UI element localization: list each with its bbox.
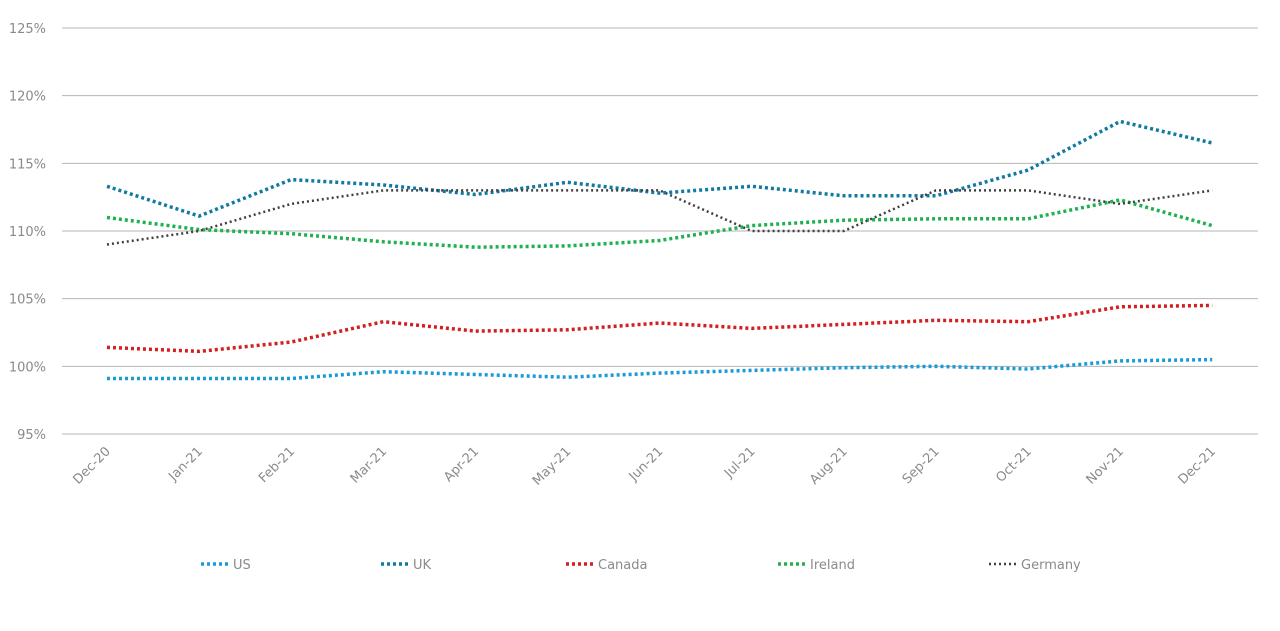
legend-label-ireland: Ireland bbox=[810, 558, 855, 573]
legend-label-uk: UK bbox=[413, 558, 432, 573]
x-tick-label: Aug-21 bbox=[807, 444, 851, 488]
x-tick-label: Sep-21 bbox=[900, 444, 943, 487]
gridlines bbox=[62, 27, 1258, 435]
series-line-germany bbox=[106, 189, 1213, 246]
y-tick-label: 105% bbox=[9, 293, 46, 308]
y-tick-label: 95% bbox=[17, 428, 46, 443]
x-axis-tick-labels: Dec-20 Jan-21 Feb-21 Mar-21 Apr-21 May-21 Jun-… bbox=[70, 444, 1219, 488]
x-tick-label: Jul-21 bbox=[721, 444, 758, 481]
x-tick-label: Apr-21 bbox=[441, 444, 482, 485]
legend: US UK Canada Ireland Germany bbox=[201, 558, 1081, 573]
y-tick-label: 100% bbox=[9, 360, 46, 375]
y-tick-label: 110% bbox=[9, 225, 46, 240]
legend-label-germany: Germany bbox=[1021, 558, 1081, 573]
series-line-uk bbox=[106, 119, 1213, 218]
series-line-canada bbox=[106, 303, 1213, 354]
y-tick-label: 125% bbox=[9, 22, 46, 37]
x-tick-label: Jun-21 bbox=[626, 444, 667, 485]
series-lines bbox=[106, 119, 1213, 381]
x-tick-label: May-21 bbox=[530, 444, 574, 488]
x-tick-label: Mar-21 bbox=[348, 444, 390, 486]
x-tick-label: Jan-21 bbox=[165, 444, 206, 485]
x-tick-label: Dec-20 bbox=[70, 444, 113, 487]
legend-label-canada: Canada bbox=[598, 558, 647, 573]
y-axis-tick-labels: 95% 100% 105% 110% 115% 120% 125% bbox=[9, 22, 46, 443]
x-tick-label: Dec-21 bbox=[1176, 444, 1219, 487]
series-line-ireland bbox=[106, 198, 1213, 249]
y-tick-label: 115% bbox=[9, 157, 46, 172]
series-line-us bbox=[107, 357, 1213, 381]
x-tick-label: Nov-21 bbox=[1084, 444, 1127, 487]
legend-label-us: US bbox=[233, 558, 251, 573]
x-tick-label: Oct-21 bbox=[993, 444, 1035, 486]
x-tick-label: Feb-21 bbox=[256, 444, 298, 486]
y-tick-label: 120% bbox=[9, 90, 46, 105]
